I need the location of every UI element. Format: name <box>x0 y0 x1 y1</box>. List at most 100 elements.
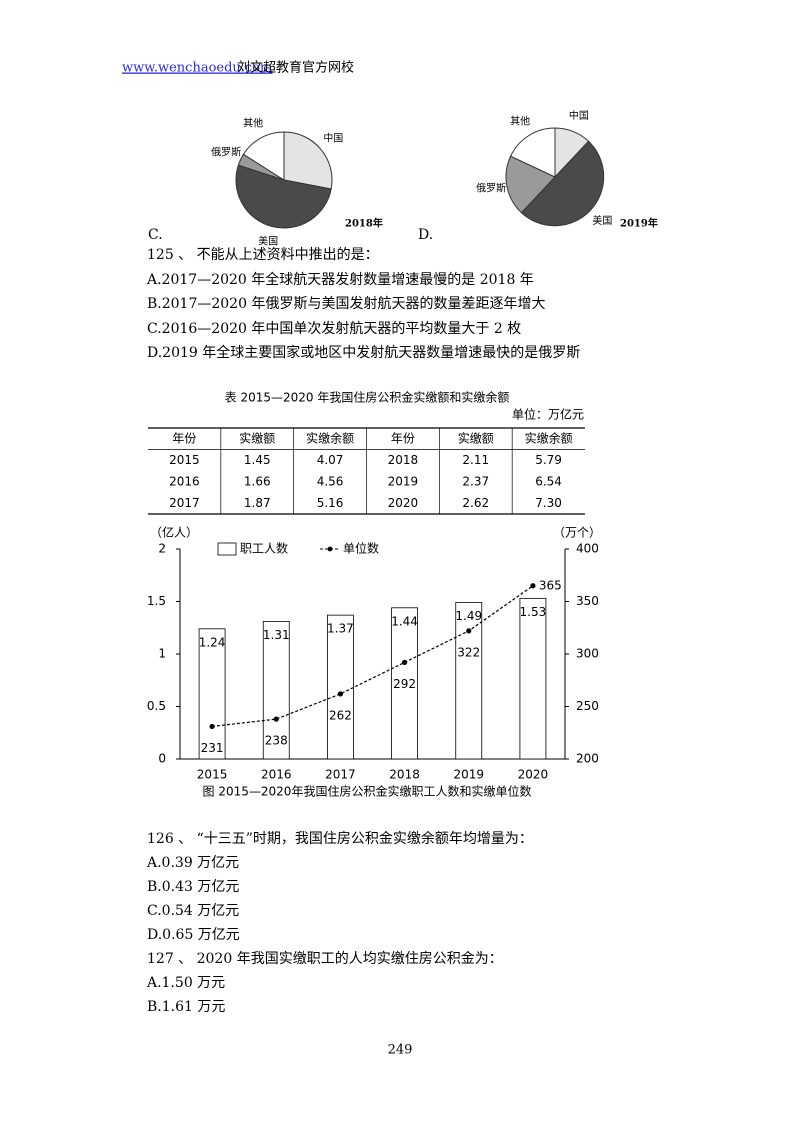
option: B.2017—2020 年俄罗斯与美国发射航天器的数量差距逐年增大 <box>147 296 546 313</box>
pie-slice <box>505 155 556 214</box>
chart-title: 图 2015—2020年我国住房公积金实缴职工人数和实缴单位数 <box>203 784 532 799</box>
data-label: 365 <box>539 578 562 592</box>
header-link[interactable]: www.wenchaoedu.com <box>122 61 272 76</box>
table-cell: 2018 <box>388 453 419 467</box>
line-point <box>209 723 215 730</box>
data-label: 292 <box>393 677 416 691</box>
option: B.0.43 万亿元 <box>147 879 240 895</box>
table-cell: 2.11 <box>462 453 489 467</box>
x-tick-label: 2015 <box>197 768 228 782</box>
x-tick-label: 2019 <box>453 768 484 782</box>
slice-label: 其他 <box>243 116 263 129</box>
table-header: 实缴余额 <box>306 430 354 445</box>
option: D.2019 年全球主要国家或地区中发射航天器数量增速最快的是俄罗斯 <box>147 344 581 361</box>
slice-label: 中国 <box>323 132 343 145</box>
pie-slice <box>520 140 605 227</box>
option: A.0.39 万亿元 <box>147 855 240 871</box>
x-tick-label: 2018 <box>389 768 420 782</box>
y-tick-label: 0.5 <box>147 699 166 713</box>
y2-tick-label: 250 <box>576 699 599 713</box>
data-label: 1.49 <box>455 609 482 623</box>
table-cell: 5.79 <box>535 453 562 467</box>
bar <box>519 597 547 760</box>
table-header: 实缴额 <box>239 430 275 445</box>
x-tick-label: 2017 <box>325 768 356 782</box>
legend-label: 单位数 <box>343 541 379 556</box>
question: 126 、 “十三五”时期，我国住房公积金实缴余额年均增量为： <box>147 831 533 847</box>
table-unit: 单位：万亿元 <box>512 407 584 422</box>
data-label: 1.24 <box>199 635 226 649</box>
y-tick-label: 2 <box>158 542 166 556</box>
option: A.2017—2020 年全球航天器发射数量增速最慢的是 2018 年 <box>147 272 534 288</box>
bar <box>198 628 226 760</box>
header-site: 刘文超教育官方网校 <box>237 60 354 76</box>
option-label: C. <box>148 227 163 243</box>
legend-swatch <box>217 542 237 556</box>
table-cell: 2020 <box>388 496 419 510</box>
y-axis-label: （亿人） <box>150 525 198 540</box>
line-point <box>337 691 344 697</box>
data-label: 1.37 <box>327 622 354 636</box>
y-tick-label: 1 <box>158 647 166 661</box>
option: B.1.61 万元 <box>147 999 226 1015</box>
question: 127 、 2020 年我国实缴职工的人均实缴住房公积金为： <box>147 951 503 967</box>
slice-label: 其他 <box>510 115 530 128</box>
option: C.0.54 万亿元 <box>147 903 240 919</box>
data-label: 1.53 <box>520 605 547 619</box>
table-cell: 4.07 <box>317 453 344 467</box>
data-label: 322 <box>457 645 480 659</box>
data-label: 1.44 <box>391 614 418 628</box>
option: C.2016—2020 年中国单次发射航天器的平均数量大于 2 枚 <box>147 320 522 337</box>
line-point <box>530 583 536 589</box>
slice-label: 美国 <box>258 234 278 247</box>
table-cell: 4.56 <box>317 474 344 488</box>
question: 125 、 不能从上述资料中推出的是： <box>147 247 379 263</box>
option-label: D. <box>418 227 433 243</box>
data-label: 231 <box>201 741 224 755</box>
table-header: 年份 <box>172 431 196 445</box>
table-header: 年份 <box>391 431 415 445</box>
data-label: 1.31 <box>263 628 290 642</box>
page-number: 249 <box>388 1043 413 1058</box>
table-cell: 7.30 <box>535 496 562 510</box>
data-label: 262 <box>329 708 352 722</box>
y2-tick-label: 350 <box>576 594 599 608</box>
option: A.1.50 万元 <box>147 975 226 991</box>
y2-tick-label: 200 <box>576 752 599 766</box>
slice-label: 美国 <box>592 214 612 227</box>
bar <box>455 602 483 760</box>
table-cell: 1.87 <box>244 496 271 510</box>
pie-slice <box>509 127 556 178</box>
pie-year: 2018年 <box>345 217 383 230</box>
pie-slice <box>235 164 332 229</box>
line-point <box>401 659 408 666</box>
bar <box>262 621 290 760</box>
y2-tick-label: 400 <box>576 542 599 556</box>
line-point <box>466 628 472 634</box>
slice-label: 中国 <box>569 109 589 122</box>
table-cell: 2016 <box>169 474 200 488</box>
legend-label: 职工人数 <box>240 541 288 556</box>
pie-year: 2019年 <box>620 217 658 230</box>
y2-tick-label: 300 <box>576 647 599 661</box>
table-header: 实缴额 <box>458 430 494 445</box>
table-cell: 5.16 <box>317 496 344 510</box>
line-series <box>212 585 534 728</box>
table-title: 表 2015—2020 年我国住房公积金实缴额和实缴余额 <box>225 390 510 405</box>
y2-axis-label: （万个） <box>553 526 601 540</box>
slice-label: 俄罗斯 <box>476 182 506 195</box>
table-cell: 2.62 <box>462 496 489 510</box>
table-cell: 1.45 <box>244 453 271 467</box>
bar <box>391 607 418 760</box>
table-cell: 2019 <box>388 474 419 488</box>
line-point <box>273 716 279 722</box>
option: D.0.65 万亿元 <box>147 927 240 943</box>
table-cell: 6.54 <box>535 474 562 488</box>
table-cell: 2017 <box>169 496 200 510</box>
pie-slice <box>283 131 333 190</box>
table-header: 实缴余额 <box>525 430 573 445</box>
bar <box>327 614 354 760</box>
x-tick-label: 2020 <box>518 768 549 782</box>
